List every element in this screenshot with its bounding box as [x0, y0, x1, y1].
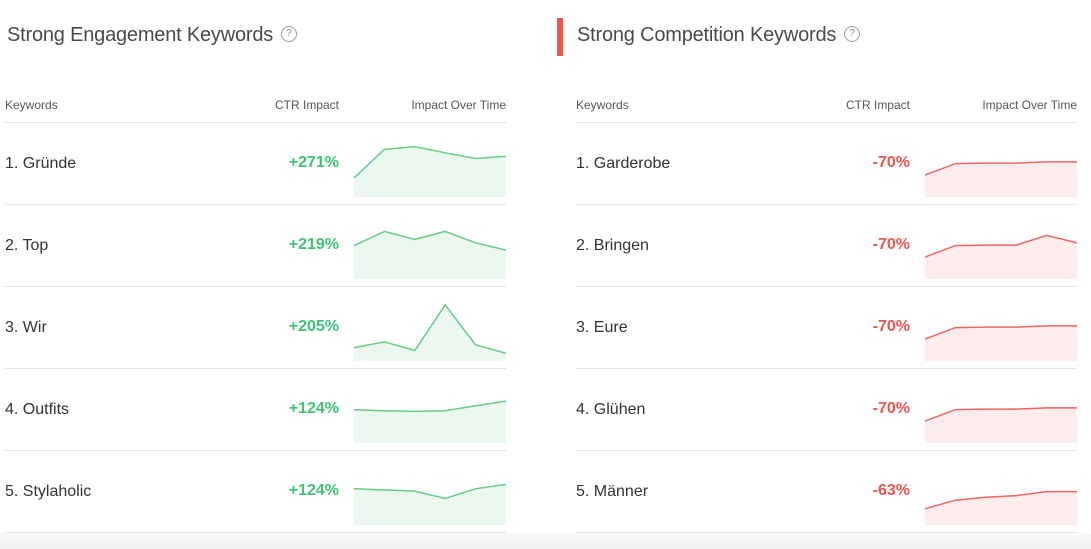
sparkline-line [925, 161, 1077, 176]
table-row[interactable]: 1. Garderobe -70% [576, 123, 1077, 205]
engagement-table: Keywords CTR Impact Impact Over Time 1. … [5, 90, 506, 533]
sparkline-area [354, 401, 506, 443]
keyword-label: 2. Top [5, 237, 49, 254]
ctr-impact-value: -70% [872, 154, 910, 171]
sparkline-line [925, 490, 1077, 510]
column-header-keywords[interactable]: Keywords [576, 98, 629, 112]
competition-accent-bar [557, 18, 563, 56]
sparkline-area [354, 304, 506, 361]
keyword-label: 1. Gründe [5, 155, 77, 172]
trend-sparkline [354, 230, 506, 279]
keyword-label: 4. Outfits [5, 401, 70, 418]
sparkline-line [925, 325, 1077, 340]
column-header-keywords[interactable]: Keywords [5, 98, 58, 112]
trend-sparkline [925, 490, 1077, 525]
column-header-impact-over-time: Impact Over Time [982, 98, 1077, 112]
column-header-ctr-impact[interactable]: CTR Impact [274, 98, 339, 112]
ctr-impact-value: +205% [288, 318, 339, 335]
sparkline-area [354, 484, 506, 525]
competition-title: Strong Competition Keywords [577, 24, 837, 46]
table-header: Keywords CTR Impact Impact Over Time [576, 90, 1077, 123]
keyword-label: 4. Glühen [576, 401, 646, 418]
ctr-impact-value: -70% [872, 400, 910, 417]
ctr-impact-value: +124% [288, 400, 339, 417]
help-icon[interactable]: ? [281, 25, 298, 42]
trend-sparkline [354, 145, 506, 197]
trend-sparkline [354, 303, 506, 361]
trend-sparkline [925, 325, 1077, 361]
ctr-impact-value: -70% [872, 236, 910, 253]
sparkline-area [925, 161, 1077, 197]
sparkline-line [925, 407, 1077, 422]
ctr-impact-value: +219% [288, 236, 339, 253]
table-row[interactable]: 4. Glühen -70% [576, 369, 1077, 451]
ctr-impact-value: -70% [872, 318, 910, 335]
sparkline-area [925, 235, 1077, 279]
table-row[interactable]: 1. Gründe +271% [5, 123, 506, 205]
trend-sparkline [925, 161, 1077, 197]
keyword-label: 5. Stylaholic [5, 483, 92, 500]
sparkline-line [354, 483, 506, 500]
competition-header: Strong Competition Keywords ? [577, 24, 861, 47]
sparkline-area [354, 146, 506, 197]
sparkline-line [925, 234, 1077, 258]
trend-sparkline [925, 407, 1077, 443]
keyword-label: 1. Garderobe [576, 155, 671, 172]
ctr-impact-value: -63% [872, 482, 910, 499]
page-bottom-shade [0, 533, 1091, 549]
table-row[interactable]: 3. Wir +205% [5, 287, 506, 369]
sparkline-line [354, 145, 506, 179]
keyword-label: 5. Männer [576, 483, 649, 500]
table-header: Keywords CTR Impact Impact Over Time [5, 90, 506, 123]
sparkline-area [354, 231, 506, 279]
column-header-impact-over-time: Impact Over Time [411, 98, 506, 112]
table-row[interactable]: 2. Top +219% [5, 205, 506, 287]
trend-sparkline [354, 400, 506, 443]
table-row[interactable]: 4. Outfits +124% [5, 369, 506, 451]
sparkline-area [925, 325, 1077, 361]
table-row[interactable]: 2. Bringen -70% [576, 205, 1077, 287]
table-row[interactable]: 3. Eure -70% [576, 287, 1077, 369]
trend-sparkline [925, 234, 1077, 279]
column-header-ctr-impact[interactable]: CTR Impact [845, 98, 910, 112]
sparkline-area [925, 407, 1077, 443]
sparkline-line [354, 400, 506, 413]
trend-sparkline [354, 483, 506, 525]
keyword-label: 3. Eure [576, 319, 628, 336]
engagement-title: Strong Engagement Keywords [7, 24, 274, 46]
keyword-label: 3. Wir [5, 319, 47, 336]
sparkline-line [354, 230, 506, 251]
table-row[interactable]: 5. Männer -63% [576, 451, 1077, 533]
keyword-label: 2. Bringen [576, 237, 649, 254]
ctr-impact-value: +124% [288, 482, 339, 499]
table-row[interactable]: 5. Stylaholic +124% [5, 451, 506, 533]
engagement-header: Strong Engagement Keywords ? [7, 24, 298, 47]
sparkline-line [354, 303, 506, 355]
help-icon[interactable]: ? [844, 25, 861, 42]
competition-table: Keywords CTR Impact Impact Over Time 1. … [576, 90, 1077, 533]
ctr-impact-value: +271% [288, 154, 339, 171]
